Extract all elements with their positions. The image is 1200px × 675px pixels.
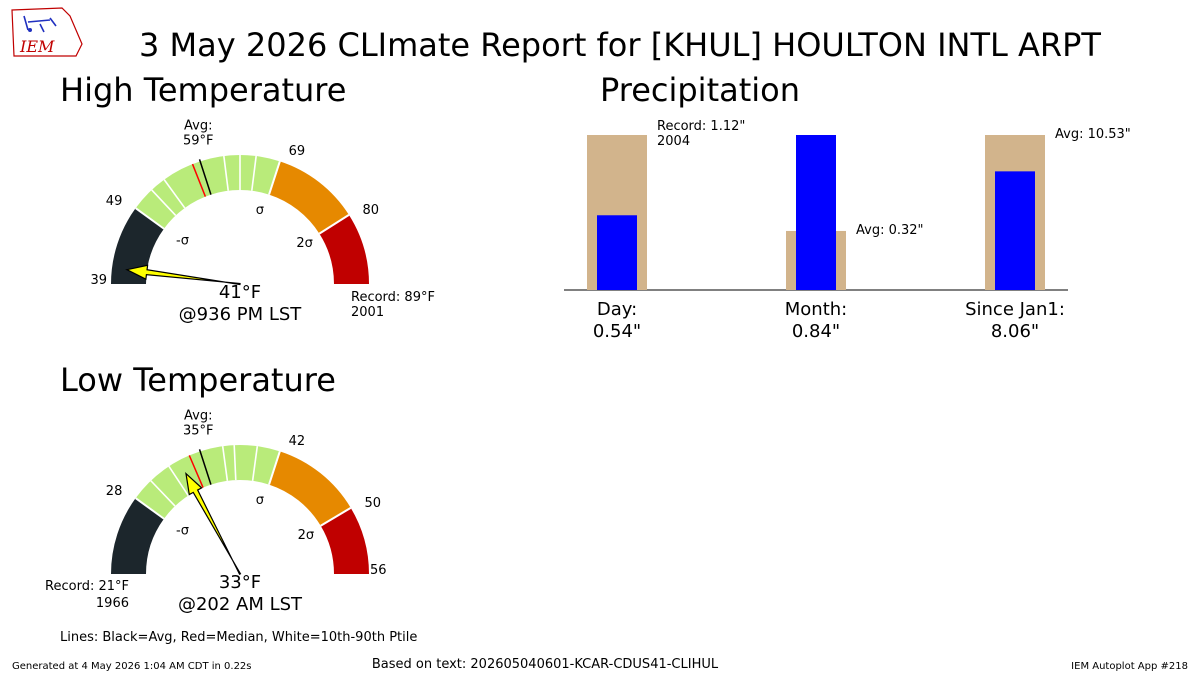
logo-text: IEM (19, 37, 55, 56)
low-temperature-gauge: 28 42 50 56 -σ σ 2σ Avg: 35°F Record: 21°F 1966 33°… (45, 409, 387, 615)
plus-sigma-line (268, 161, 281, 195)
sigma-to-2sigma-band (269, 161, 349, 234)
sigma-symbol-sym_plus_sigma: σ (256, 203, 264, 218)
average-label: Avg: 35°F (183, 409, 214, 439)
below-minus-sigma-band (111, 498, 164, 574)
high-temperature-gauge: 49 69 80 39 -σ σ 2σ Avg: 59°F Record: 89°F 2001 41°… (90, 119, 435, 325)
source-note: Based on text: 202605040601-KCAR-CDUS41-… (372, 657, 719, 672)
sigma-symbol-sym_2sigma: 2σ (296, 236, 313, 251)
page-title: 3 May 2026 CLImate Report for [KHUL] HOU… (139, 26, 1101, 64)
sigma-to-2sigma-band (269, 451, 351, 526)
bar-annotation: Avg: 0.32" (856, 223, 924, 238)
observed-bar (796, 135, 836, 290)
record-label: Record: 21°F 1966 (45, 579, 129, 611)
tick-label-min: 39 (90, 273, 107, 288)
tick-label-minus_sigma: 49 (106, 194, 123, 209)
normal-band (135, 445, 280, 519)
percentile-line (251, 446, 259, 481)
observed-label: 33°F @202 AM LST (178, 572, 303, 615)
app-note: IEM Autoplot App #218 (1071, 661, 1188, 672)
iem-logo: IEM (11, 7, 83, 57)
generated-note: Generated at 4 May 2026 1:04 AM CDT in 0… (12, 661, 252, 672)
percentile-line (221, 446, 229, 481)
precip-section-title: Precipitation (600, 71, 800, 109)
tick-label-minus_sigma: 28 (106, 484, 123, 499)
minus-sigma-line (135, 497, 165, 520)
observed-needle (185, 472, 242, 576)
observed-needle (125, 264, 241, 286)
plus-sigma-line (268, 451, 281, 485)
below-minus-sigma-band (111, 208, 164, 284)
low-section-title: Low Temperature (60, 361, 336, 399)
percentile-line (233, 445, 237, 481)
observed-bar (597, 215, 637, 290)
plus-2sigma-line (318, 214, 350, 235)
plus-2sigma-line (320, 506, 352, 527)
category-label: Since Jan1: 8.06" (965, 299, 1065, 342)
tick-label-plus_sigma: 69 (289, 144, 306, 159)
bar-annotation: Record: 1.12" 2004 (657, 119, 745, 149)
median-line (191, 163, 207, 197)
observed-label: 41°F @936 PM LST (179, 282, 303, 325)
precipitation-chart: Record: 1.12" 2004 Day: 0.54" Avg: 0.32" Mont… (564, 119, 1131, 342)
legend-note: Lines: Black=Avg, Red=Median, White=10th… (60, 630, 417, 645)
median-line (188, 455, 204, 488)
category-label: Month: 0.84" (785, 299, 847, 342)
tick-label-plus_2sigma: 50 (364, 496, 381, 511)
sigma-symbol-sym_minus_sigma: -σ (176, 234, 189, 249)
percentile-line (223, 155, 230, 191)
sigma-symbol-sym_2sigma: 2σ (298, 528, 315, 543)
average-line (198, 159, 212, 195)
bar-annotation: Avg: 10.53" (1055, 127, 1131, 142)
high-section-title: High Temperature (60, 71, 346, 109)
percentile-line (163, 179, 186, 209)
average-label: Avg: 59°F (183, 119, 214, 149)
percentile-line (151, 189, 177, 217)
tick-label-plus_2sigma: 80 (363, 203, 380, 218)
minus-sigma-line (135, 207, 165, 230)
tick-label-max: 56 (370, 563, 387, 578)
observed-bar (995, 171, 1035, 290)
average-line (198, 449, 212, 485)
record-label: Record: 89°F 2001 (351, 290, 435, 320)
tick-label-plus_sigma: 42 (289, 434, 306, 449)
sigma-symbol-sym_plus_sigma: σ (256, 493, 264, 508)
percentile-line (150, 480, 176, 507)
above-2sigma-band (319, 214, 369, 284)
category-label: Day: 0.54" (593, 299, 641, 342)
percentile-line (168, 465, 189, 496)
above-2sigma-band (320, 507, 369, 574)
sigma-symbol-sym_minus_sigma: -σ (176, 524, 189, 539)
percentile-line (250, 155, 257, 191)
